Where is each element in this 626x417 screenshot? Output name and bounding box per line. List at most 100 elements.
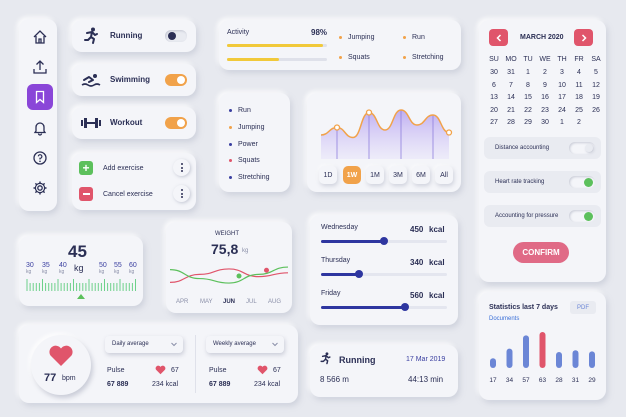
calorie-unit: kcal bbox=[429, 291, 445, 300]
calendar-day[interactable]: 17 bbox=[558, 94, 566, 101]
calendar-day[interactable]: 28 bbox=[507, 119, 515, 126]
run-date: 17 Mar 2019 bbox=[406, 356, 446, 363]
calendar-day[interactable]: 24 bbox=[558, 106, 566, 114]
heart-rate-card: 77 bpm Daily average Pulse 67 889 67 234… bbox=[19, 325, 298, 403]
calendar-day[interactable]: 30 bbox=[541, 119, 549, 126]
range-tab-3m[interactable]: 3M bbox=[389, 166, 407, 184]
distance-accounting-toggle[interactable] bbox=[569, 142, 595, 154]
run-distance: 8 566 m bbox=[320, 375, 349, 384]
calendar-day[interactable]: 21 bbox=[507, 106, 515, 114]
calendar-day[interactable]: 29 bbox=[524, 119, 532, 126]
range-tab-1d[interactable]: 1D bbox=[319, 166, 337, 184]
toggle-workout-card: Workout bbox=[72, 107, 196, 139]
heart-rate-tracking-toggle[interactable] bbox=[569, 176, 595, 188]
calendar-day[interactable]: 6 bbox=[492, 81, 496, 89]
calendar-day[interactable]: 16 bbox=[541, 94, 549, 101]
add-exercise-label[interactable]: Add exercise bbox=[103, 165, 144, 172]
calorie-slider[interactable] bbox=[321, 306, 447, 309]
exercise-list-item[interactable]: Jumping bbox=[229, 124, 264, 131]
area-fill bbox=[321, 110, 449, 159]
chevron-down-icon bbox=[272, 342, 278, 347]
cancel-exercise-label[interactable]: Cancel exercise bbox=[103, 191, 153, 198]
calendar-month: MARCH 2020 bbox=[520, 34, 564, 41]
calendar-day[interactable]: 31 bbox=[507, 69, 515, 76]
calorie-slider-handle[interactable] bbox=[380, 237, 388, 245]
home-icon[interactable] bbox=[27, 24, 53, 50]
exercise-actions-card: + Add exercise Cancel exercise bbox=[72, 153, 196, 210]
add-exercise-menu-button[interactable] bbox=[173, 159, 190, 176]
stats-bar bbox=[523, 335, 529, 368]
chevron-down-icon bbox=[171, 342, 177, 347]
range-tab-6m[interactable]: 6M bbox=[412, 166, 430, 184]
calendar-day[interactable]: 1 bbox=[526, 69, 530, 76]
calendar-day[interactable]: 15 bbox=[524, 94, 532, 101]
weekly-average-select[interactable]: Weekly average bbox=[206, 336, 284, 353]
calendar-day[interactable]: 2 bbox=[577, 119, 581, 126]
calorie-slider[interactable] bbox=[321, 273, 447, 276]
area-point bbox=[445, 129, 453, 136]
heart-card-divider bbox=[195, 335, 196, 393]
add-exercise-button[interactable]: + bbox=[79, 161, 93, 175]
calendar-day[interactable]: 22 bbox=[524, 106, 532, 114]
gear-icon[interactable] bbox=[27, 175, 53, 201]
area-point bbox=[365, 109, 373, 116]
heart-gauge: 77 bpm bbox=[31, 335, 91, 395]
calendar-day[interactable]: 10 bbox=[558, 81, 566, 89]
calendar-day[interactable]: 26 bbox=[592, 106, 600, 114]
calendar-next-button[interactable] bbox=[574, 29, 593, 46]
accounting-for-pressure-toggle[interactable] bbox=[569, 210, 595, 222]
weight-month-label: MAY bbox=[200, 299, 213, 305]
running-toggle[interactable] bbox=[165, 30, 187, 42]
calendar-day[interactable]: 1 bbox=[560, 119, 564, 126]
calendar-day[interactable]: 7 bbox=[509, 81, 513, 89]
calendar-day[interactable]: 12 bbox=[592, 81, 600, 89]
weekly-average-label: Weekly average bbox=[213, 341, 256, 347]
exercise-list-item[interactable]: Run bbox=[229, 107, 251, 114]
range-tab-all[interactable]: All bbox=[435, 166, 453, 184]
setting-label: Accounting for pressure bbox=[495, 213, 559, 219]
calendar-day[interactable]: 19 bbox=[592, 94, 600, 101]
calendar-day[interactable]: 18 bbox=[575, 94, 583, 101]
weight-unit: kg bbox=[242, 248, 249, 254]
workout-toggle[interactable] bbox=[165, 117, 187, 129]
calendar-day[interactable]: 30 bbox=[490, 69, 498, 76]
bookmark-icon[interactable] bbox=[27, 84, 53, 110]
calendar-day[interactable]: 27 bbox=[490, 119, 498, 126]
calendar-day[interactable]: 5 bbox=[594, 69, 598, 76]
bell-icon[interactable] bbox=[27, 115, 53, 141]
calendar-day[interactable]: 14 bbox=[507, 94, 515, 101]
weight-value: 75,8 bbox=[211, 241, 239, 257]
confirm-button[interactable]: CONFIRM bbox=[513, 242, 569, 263]
calorie-slider-handle[interactable] bbox=[401, 303, 410, 311]
calendar-day[interactable]: 4 bbox=[577, 69, 581, 76]
range-tab-1m[interactable]: 1M bbox=[366, 166, 384, 184]
cancel-exercise-button[interactable] bbox=[79, 187, 93, 201]
calendar-day[interactable]: 11 bbox=[575, 81, 583, 89]
ruler-scale[interactable] bbox=[25, 277, 137, 301]
calendar-day[interactable]: 25 bbox=[575, 106, 583, 114]
swimming-toggle[interactable] bbox=[165, 74, 187, 86]
calendar-day[interactable]: 8 bbox=[526, 81, 530, 89]
calendar-weekday: TU bbox=[523, 56, 533, 63]
calendar-weekday: SU bbox=[489, 56, 499, 63]
help-icon[interactable] bbox=[27, 145, 53, 171]
daily-average-select[interactable]: Daily average bbox=[105, 336, 183, 353]
calendar-day[interactable]: 13 bbox=[490, 94, 498, 101]
calendar-day[interactable]: 9 bbox=[543, 81, 547, 89]
exercise-list-item[interactable]: Power bbox=[229, 141, 258, 148]
calendar-day[interactable]: 20 bbox=[490, 106, 498, 114]
exercise-list-item[interactable]: Squats bbox=[229, 157, 260, 164]
run-summary-card: Running 17 Mar 2019 8 566 m 44:13 min bbox=[310, 345, 458, 397]
exercise-list-item[interactable]: Stretching bbox=[229, 174, 270, 181]
cancel-exercise-menu-button[interactable] bbox=[173, 185, 190, 202]
pdf-button[interactable]: PDF bbox=[570, 301, 596, 314]
calorie-slider-handle[interactable] bbox=[354, 270, 363, 278]
ruler-tick-unit: kg bbox=[42, 269, 48, 275]
upload-icon[interactable] bbox=[27, 54, 53, 80]
calendar-day[interactable]: 3 bbox=[560, 69, 564, 76]
kcal-value: 234 kcal bbox=[152, 381, 179, 388]
calendar-day[interactable]: 2 bbox=[543, 69, 547, 76]
calendar-day[interactable]: 23 bbox=[541, 106, 549, 114]
range-tab-1w[interactable]: 1W bbox=[343, 166, 361, 184]
calendar-prev-button[interactable] bbox=[489, 29, 508, 46]
